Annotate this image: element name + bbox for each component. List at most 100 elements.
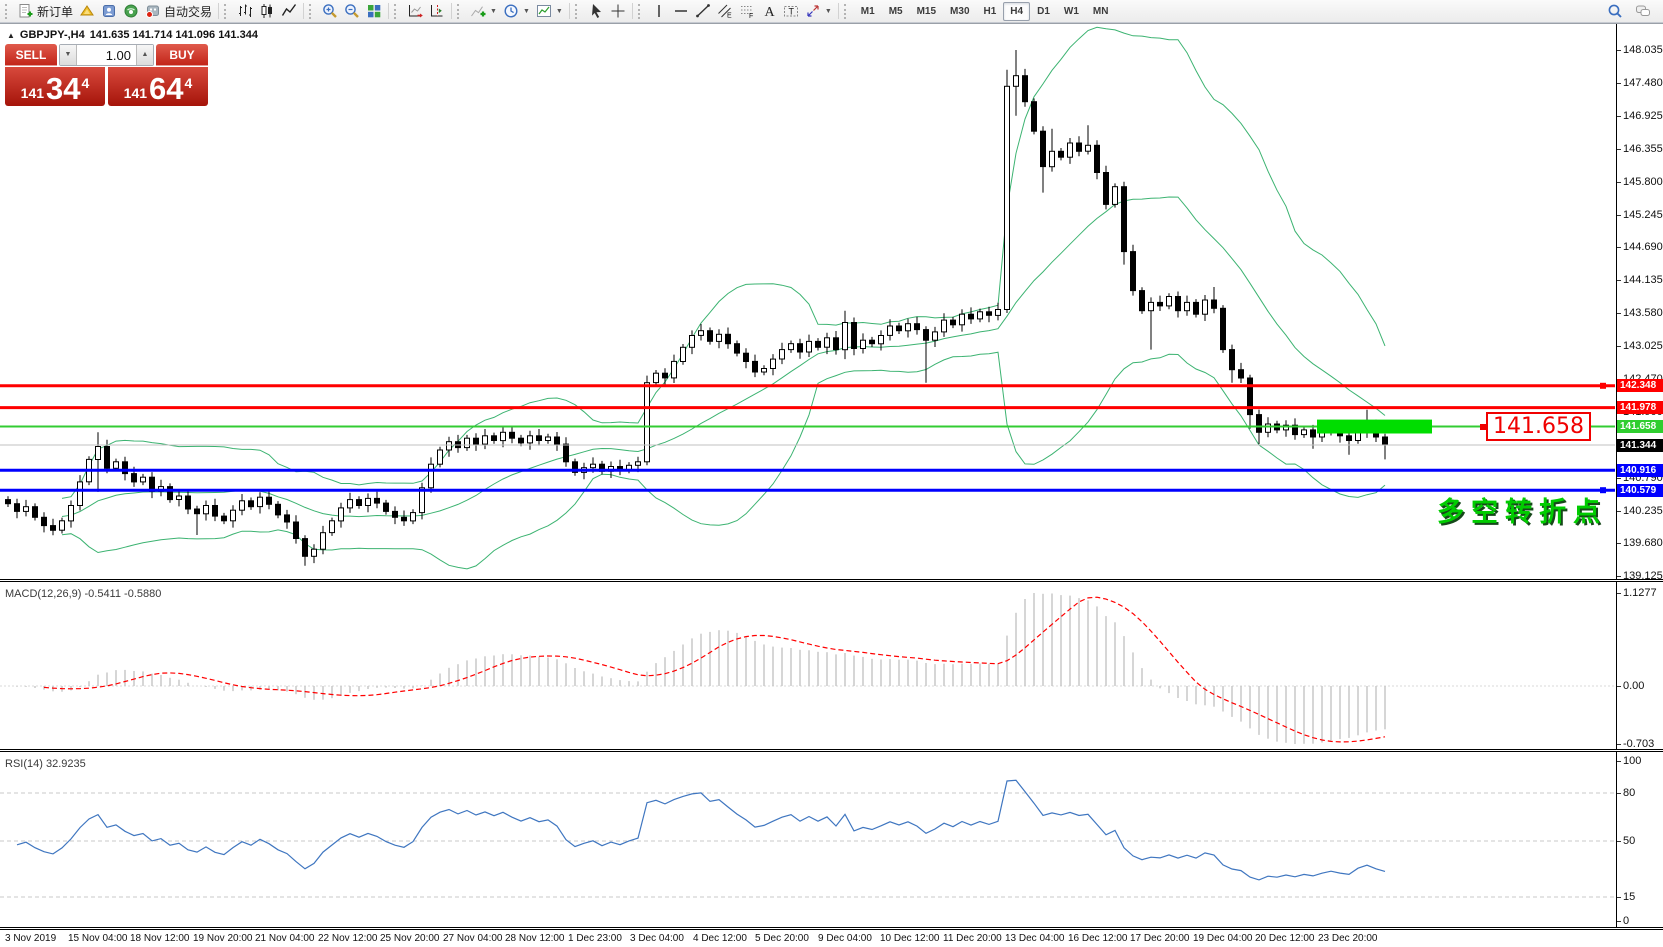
- macd-tick-label: 0.00: [1623, 680, 1645, 692]
- terminal-button[interactable]: [120, 1, 142, 21]
- equidistant-channel-button[interactable]: E: [714, 1, 736, 21]
- price-tick-label: 145.800: [1623, 176, 1663, 188]
- macd-label: MACD(12,26,9) -0.5411 -0.5880: [5, 588, 161, 600]
- toolbar-grip[interactable]: [309, 3, 315, 19]
- bar-chart-icon: [239, 4, 253, 17]
- price-tag: 141.658: [1617, 420, 1663, 433]
- axis-tick: [1617, 313, 1621, 314]
- volume-increase-button[interactable]: ▲: [136, 45, 153, 65]
- tf-m15-button[interactable]: M15: [916, 5, 937, 17]
- tf-m5-button[interactable]: M5: [888, 5, 903, 17]
- buy-button[interactable]: BUY: [156, 44, 208, 66]
- tf-m1-button[interactable]: M1: [860, 5, 875, 17]
- auto-scroll-button[interactable]: [404, 1, 426, 21]
- cursor-button[interactable]: [585, 1, 607, 21]
- line-chart-button[interactable]: [278, 1, 300, 21]
- price-tick-label: 145.245: [1623, 209, 1663, 221]
- search-button[interactable]: [1604, 1, 1626, 21]
- main-chart-panel[interactable]: 148.035 147.480 146.925 146.355 145.800 145.2…: [0, 24, 1663, 579]
- chevron-down-icon: ▼: [490, 7, 497, 15]
- time-axis-label: 16 Dec 12:00: [1068, 933, 1128, 944]
- text-label-button[interactable]: T: [780, 1, 802, 21]
- tf-mn-button[interactable]: MN: [1092, 5, 1109, 17]
- tf-h1-button[interactable]: H1: [983, 5, 997, 17]
- sell-price[interactable]: 141 34 4: [5, 67, 105, 106]
- chevron-down-icon: ▼: [555, 7, 563, 15]
- highlight-zone-rect[interactable]: [1317, 419, 1432, 434]
- rsi-axis: 100 80 50 15 0: [1616, 752, 1663, 927]
- svg-text:F: F: [749, 13, 753, 19]
- cursor-icon: [591, 4, 601, 18]
- periods-button[interactable]: ▼: [500, 1, 533, 21]
- toolbar-grip[interactable]: [394, 3, 400, 19]
- volume-decrease-button[interactable]: ▼: [60, 45, 77, 65]
- tf-m30-button[interactable]: M30: [950, 5, 970, 17]
- crosshair-icon: [611, 4, 625, 18]
- chat-button[interactable]: [1632, 1, 1654, 21]
- price-tag: 142.348: [1617, 379, 1663, 392]
- search-icon: [1608, 4, 1622, 18]
- main-chart-plot[interactable]: [0, 24, 1615, 579]
- buy-price[interactable]: 141 64 4: [108, 67, 208, 106]
- auto-trading-icon: [146, 5, 160, 18]
- panel-separator[interactable]: [0, 579, 1663, 582]
- hline-handle[interactable]: [1600, 487, 1606, 494]
- callout-anchor-handle[interactable]: [1480, 424, 1486, 430]
- zoom-out-button[interactable]: [341, 1, 363, 21]
- time-axis-label: 3 Nov 2019: [5, 933, 57, 944]
- tf-h4-button[interactable]: H4: [1003, 1, 1031, 21]
- horizontal-lines[interactable]: [0, 382, 1615, 494]
- rsi-tick-label: 0: [1623, 915, 1630, 927]
- templates-button[interactable]: ▼: [533, 1, 566, 21]
- auto-trading-button[interactable]: 自动交易: [142, 1, 215, 21]
- toolbar-grip[interactable]: [457, 3, 463, 19]
- indicators-button[interactable]: ▼: [467, 1, 500, 21]
- panel-separator[interactable]: [0, 927, 1663, 930]
- panel-separator[interactable]: [0, 749, 1663, 752]
- fibonacci-button[interactable]: F: [736, 1, 758, 21]
- toolbar-grip[interactable]: [574, 3, 581, 19]
- toolbar-grip[interactable]: [224, 3, 230, 19]
- candle-chart-button[interactable]: [256, 1, 278, 21]
- toolbar-grip[interactable]: [843, 3, 850, 19]
- zoom-in-button[interactable]: [319, 1, 341, 21]
- price-callout-label[interactable]: 141.658: [1486, 412, 1591, 441]
- chart-shift-button[interactable]: [426, 1, 448, 21]
- arrows-button[interactable]: ▼: [802, 1, 835, 21]
- rsi-plot: [0, 779, 1615, 898]
- time-axis-label: 9 Dec 04:00: [818, 933, 872, 944]
- tf-d1-button[interactable]: D1: [1037, 5, 1050, 17]
- volume-input[interactable]: [77, 45, 136, 65]
- rsi-panel[interactable]: RSI(14) 32.9235 100 80 50 15 0: [0, 752, 1663, 927]
- price-tag: 141.978: [1617, 401, 1663, 414]
- crosshair-button[interactable]: [607, 1, 629, 21]
- time-axis[interactable]: 3 Nov 2019 15 Nov 04:00 18 Nov 12:00 19 Nov…: [0, 930, 1663, 947]
- horizontal-line-button[interactable]: [670, 1, 692, 21]
- symbol-info: ▲ GBPJPY-,H4 141.635 141.714 141.096 141…: [7, 29, 258, 41]
- hline-handle[interactable]: [1600, 382, 1606, 389]
- text-button[interactable]: A: [758, 1, 780, 21]
- toolbar-grip[interactable]: [637, 3, 644, 19]
- toolbar-grip[interactable]: [5, 3, 11, 19]
- tf-w1-button[interactable]: W1: [1063, 5, 1079, 17]
- chevron-down-icon: ▼: [522, 7, 530, 15]
- vertical-line-button[interactable]: [648, 1, 670, 21]
- axis-tick: [1617, 280, 1621, 281]
- turning-point-annotation[interactable]: 多空转折点: [1437, 497, 1607, 528]
- chevron-down-icon: ▼: [824, 7, 832, 15]
- collapse-icon[interactable]: ▲: [7, 30, 15, 40]
- bar-chart-button[interactable]: [234, 1, 256, 21]
- price-tick-label: 144.135: [1623, 274, 1663, 286]
- macd-panel[interactable]: MACD(12,26,9) -0.5411 -0.5880 1.1277 0.00…: [0, 582, 1663, 749]
- tile-windows-button[interactable]: [363, 1, 385, 21]
- new-order-button[interactable]: 新订单: [15, 1, 76, 21]
- market-watch-button[interactable]: [76, 1, 98, 21]
- zoom-in-icon: [323, 4, 337, 18]
- macd-values: -0.5411 -0.5880: [84, 588, 162, 600]
- macd-axis: 1.1277 0.00 -0.703: [1616, 582, 1663, 749]
- navigator-button[interactable]: [98, 1, 120, 21]
- trendline-button[interactable]: [692, 1, 714, 21]
- price-axis[interactable]: 148.035 147.480 146.925 146.355 145.800 145.2…: [1616, 24, 1663, 579]
- time-axis-label: 22 Nov 12:00: [318, 933, 378, 944]
- sell-button[interactable]: SELL: [5, 44, 57, 66]
